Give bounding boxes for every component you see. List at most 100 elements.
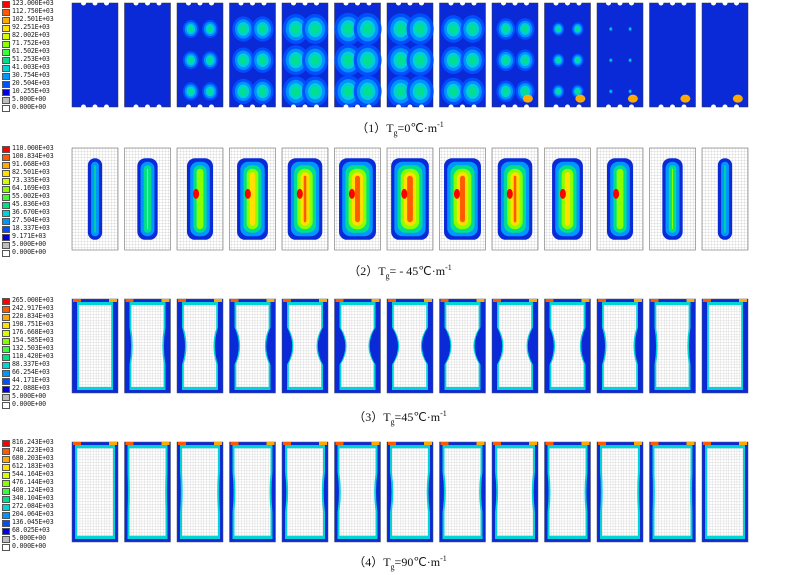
specimen-panel [334,147,381,251]
stress-contour [396,86,406,97]
notch [471,104,477,110]
legend-swatch [2,49,10,56]
stress-contour [513,175,517,223]
stress-peak [244,188,251,199]
notch [681,104,687,110]
legend-swatch [2,386,10,393]
legend-label: 242.917E+03 [12,304,54,312]
notch [460,0,465,6]
legend-entry: 41.003E+03 [2,63,72,72]
stress-contour [468,24,477,34]
mesh-region [444,448,481,536]
notch [250,104,255,110]
legend-label: 9.171E+03 [12,232,46,240]
corner-hotspot [266,299,275,302]
corner-hotspot [476,442,485,445]
stress-contour [291,24,300,34]
panel-body [701,2,749,108]
notch [145,0,150,6]
legend-entry: 340.104E+03 [2,494,72,503]
notch [396,0,401,6]
notch [197,0,203,6]
legend-entry: 0.000E+00 [2,542,72,551]
legend-label: 0.000E+00 [12,542,46,550]
legend-label: 92.251E+03 [12,23,50,31]
stress-contour [468,55,477,65]
mesh-region [549,448,586,536]
legend-row-4: 816.243E+03 748.223E+03 680.203E+03 612.183… [2,438,72,551]
caption-prefix: （3）T [353,410,391,424]
corner-hotspot [214,299,222,302]
legend-swatch [2,146,10,153]
legend-swatch [2,242,10,249]
notch [460,104,465,110]
legend-entry: 136.045E+03 [2,518,72,527]
notch [419,104,424,110]
notch [711,0,716,6]
legend-label: 136.045E+03 [12,518,54,526]
notch [145,104,150,110]
stress-contour [616,168,624,230]
legend-swatch [2,81,10,88]
stress-contour [415,55,425,66]
notch [606,104,611,110]
notch [501,104,506,110]
corner-hotspot [178,299,186,302]
legend-entry: 204.064E+03 [2,510,72,519]
notch [156,0,162,6]
corner-hotspot [440,442,449,445]
corner-hotspot [703,442,711,445]
corner-hotspot [125,442,134,445]
legend-label: 71.752E+03 [12,39,50,47]
legend-swatch [2,456,10,463]
corner-hotspot [424,442,432,445]
stress-contour [629,28,631,30]
mesh-region [77,448,114,536]
stress-contour [564,172,571,226]
legend-swatch [2,162,10,169]
panel-body [124,2,171,108]
mesh-region [602,448,638,536]
stress-contour [311,55,320,65]
notch [81,0,86,6]
corner-hotspot [650,442,659,445]
notch [104,0,109,6]
legend-swatch [2,298,10,305]
contour-panels-row-3 [71,298,749,394]
contour-panels-row-1 [71,0,749,110]
stress-peak [193,188,200,199]
corner-hotspot [476,299,485,302]
legend-entry: 45.836E+03 [2,200,72,209]
stress-contour [291,55,300,65]
legend-swatch [2,322,10,329]
caption-subscript: g [390,417,395,427]
legend-entry: 612.183E+03 [2,462,72,471]
legend-label: 680.203E+03 [12,454,54,462]
legend-swatch [2,338,10,345]
notch [681,0,687,6]
specimen-panel [176,298,224,394]
specimen-panel [124,0,171,110]
stress-contour [556,26,561,32]
specimen-panel [596,147,644,251]
mesh-region [182,448,219,536]
caption-middle: = - 45℃·m [389,264,446,278]
specimen-panel [124,441,171,543]
stress-contour [460,175,465,223]
row-1: 123.000E+03 112.750E+03 102.501E+03 92.251E… [0,0,800,137]
mesh-region [393,305,427,387]
legend-label: 110.000E+03 [12,144,54,152]
legend-entry: 88.337E+03 [2,360,72,369]
specimen-panel [596,0,644,110]
specimen-panel [544,298,591,394]
legend-swatch [2,496,10,503]
legend-entry: 0.000E+00 [2,400,72,409]
notch [209,0,214,6]
notch [314,0,319,6]
legend-swatch [2,105,10,112]
mesh-region [131,305,164,387]
stress-contour [259,25,267,33]
legend-row-1: 123.000E+03 112.750E+03 102.501E+03 92.251E… [2,0,72,112]
legend-label: 64.169E+03 [12,184,50,192]
stress-contour [556,58,561,63]
